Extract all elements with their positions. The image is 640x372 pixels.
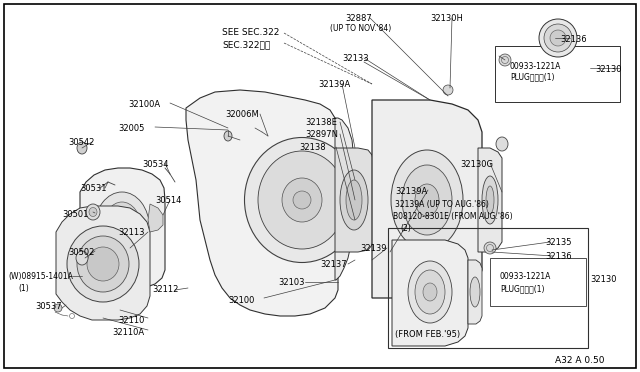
- Ellipse shape: [484, 242, 496, 254]
- Ellipse shape: [408, 261, 452, 323]
- Polygon shape: [80, 168, 165, 290]
- Text: 32100A: 32100A: [128, 100, 160, 109]
- Text: 32112: 32112: [152, 285, 179, 294]
- Text: (W)08915-1401A: (W)08915-1401A: [8, 272, 73, 281]
- Text: 32138E: 32138E: [305, 118, 337, 127]
- Bar: [495, 46, 620, 102]
- Text: 32130: 32130: [595, 65, 621, 74]
- Text: 32006M: 32006M: [225, 110, 259, 119]
- Text: PLUGブラグ(1): PLUGブラグ(1): [500, 284, 545, 293]
- Text: 32130H: 32130H: [430, 14, 463, 23]
- Polygon shape: [56, 206, 150, 320]
- Ellipse shape: [77, 142, 87, 154]
- Text: (UP TO NOV.'84): (UP TO NOV.'84): [330, 24, 391, 33]
- Ellipse shape: [244, 138, 360, 263]
- Ellipse shape: [496, 137, 508, 151]
- Text: 30502: 30502: [68, 248, 94, 257]
- Text: SEE SEC.322: SEE SEC.322: [222, 28, 280, 37]
- Text: 32100: 32100: [228, 296, 254, 305]
- Ellipse shape: [482, 176, 498, 224]
- Text: 32139A: 32139A: [318, 80, 350, 89]
- Ellipse shape: [76, 251, 88, 265]
- Ellipse shape: [470, 277, 480, 307]
- Ellipse shape: [402, 165, 452, 235]
- Text: 32887: 32887: [345, 14, 372, 23]
- Polygon shape: [335, 148, 373, 252]
- Polygon shape: [392, 240, 468, 346]
- Text: (2): (2): [400, 224, 411, 233]
- Ellipse shape: [67, 226, 139, 302]
- Text: 32897N: 32897N: [305, 130, 338, 139]
- Ellipse shape: [415, 270, 445, 314]
- Text: 32130: 32130: [590, 275, 616, 284]
- Ellipse shape: [415, 184, 439, 216]
- Text: 00933-1221A: 00933-1221A: [500, 272, 552, 281]
- Text: A32 A 0.50: A32 A 0.50: [555, 356, 605, 365]
- Ellipse shape: [340, 170, 368, 230]
- Text: 32136: 32136: [545, 252, 572, 261]
- Ellipse shape: [87, 247, 119, 281]
- Text: 30531: 30531: [80, 184, 106, 193]
- Text: 32139A: 32139A: [395, 187, 428, 196]
- Ellipse shape: [544, 24, 572, 52]
- Ellipse shape: [346, 180, 362, 220]
- Bar: [490, 258, 586, 306]
- Polygon shape: [335, 118, 355, 280]
- Ellipse shape: [77, 236, 129, 292]
- Text: 32138: 32138: [299, 143, 326, 152]
- Text: 30542: 30542: [68, 138, 94, 147]
- Ellipse shape: [103, 202, 141, 254]
- Ellipse shape: [258, 151, 346, 249]
- Ellipse shape: [95, 192, 150, 264]
- Text: 32139: 32139: [360, 244, 387, 253]
- Ellipse shape: [89, 208, 97, 217]
- Text: 32136: 32136: [560, 35, 587, 44]
- Text: B08120-8301E (FROM AUG.'86): B08120-8301E (FROM AUG.'86): [393, 212, 513, 221]
- Ellipse shape: [86, 204, 100, 220]
- Ellipse shape: [54, 304, 62, 312]
- Bar: [388, 228, 588, 348]
- Ellipse shape: [539, 19, 577, 57]
- Text: (1): (1): [18, 284, 29, 293]
- Text: PLUGブラグ(1): PLUGブラグ(1): [510, 72, 554, 81]
- Polygon shape: [186, 90, 338, 316]
- Text: 30514: 30514: [155, 196, 181, 205]
- Text: 30501: 30501: [62, 210, 88, 219]
- Ellipse shape: [282, 178, 322, 222]
- Text: SEC.322参照: SEC.322参照: [222, 40, 270, 49]
- Text: 32135: 32135: [545, 238, 572, 247]
- Text: 32139A (UP TO AUG.'86): 32139A (UP TO AUG.'86): [395, 200, 489, 209]
- Polygon shape: [148, 204, 163, 232]
- Text: 32110A: 32110A: [112, 328, 144, 337]
- Text: 32103: 32103: [278, 278, 305, 287]
- Text: 32113: 32113: [118, 228, 145, 237]
- Ellipse shape: [550, 30, 566, 46]
- Text: 32005: 32005: [118, 124, 145, 133]
- Polygon shape: [468, 260, 482, 324]
- Ellipse shape: [486, 186, 494, 214]
- Ellipse shape: [293, 191, 311, 209]
- Ellipse shape: [499, 54, 511, 66]
- Text: (FROM FEB.'95): (FROM FEB.'95): [395, 330, 460, 339]
- Text: 32130G: 32130G: [460, 160, 493, 169]
- Text: 32110: 32110: [118, 316, 145, 325]
- Ellipse shape: [113, 217, 131, 239]
- Ellipse shape: [391, 150, 463, 250]
- Text: 32133: 32133: [342, 54, 369, 63]
- Text: 00933-1221A: 00933-1221A: [510, 62, 561, 71]
- Polygon shape: [478, 148, 502, 252]
- Text: 30537: 30537: [35, 302, 61, 311]
- Ellipse shape: [423, 283, 437, 301]
- Text: 30534: 30534: [142, 160, 168, 169]
- Polygon shape: [372, 100, 482, 298]
- Ellipse shape: [443, 85, 453, 95]
- Text: 32137: 32137: [320, 260, 347, 269]
- Ellipse shape: [224, 131, 232, 141]
